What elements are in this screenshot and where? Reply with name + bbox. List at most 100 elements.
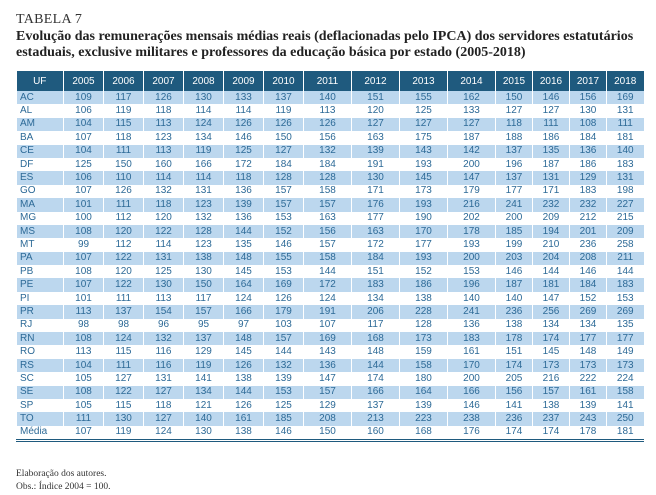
value-cell: 151 — [351, 91, 400, 105]
value-cell: 128 — [303, 171, 352, 185]
value-cell: 145 — [532, 345, 570, 359]
value-cell: 164 — [223, 278, 264, 292]
column-header: 2018 — [606, 71, 644, 91]
value-cell: 139 — [351, 144, 400, 158]
column-header: 2008 — [183, 71, 224, 91]
value-cell: 130 — [183, 425, 224, 443]
value-cell: 107 — [63, 131, 104, 145]
value-cell: 144 — [223, 385, 264, 399]
value-cell: 134 — [183, 385, 224, 399]
value-cell: 105 — [63, 398, 104, 413]
value-cell: 183 — [569, 184, 607, 199]
value-cell: 107 — [63, 251, 104, 266]
table-row: ES 106 110 114 114 118 128 128 130 145 147 137 131 12… — [16, 171, 644, 185]
value-cell: 115 — [103, 398, 144, 413]
value-cell: 193 — [399, 198, 448, 212]
value-cell: 211 — [606, 251, 644, 266]
value-cell: 200 — [447, 372, 496, 386]
value-cell: 184 — [569, 278, 607, 292]
value-cell: 180 — [399, 372, 448, 386]
value-cell: 142 — [447, 144, 496, 158]
value-cell: 131 — [143, 372, 184, 386]
value-cell: 147 — [532, 291, 570, 306]
value-cell: 130 — [103, 412, 144, 426]
value-cell: 137 — [183, 332, 224, 346]
value-cell: 156 — [303, 224, 352, 239]
value-cell: 120 — [103, 265, 144, 279]
value-cell: 232 — [569, 198, 607, 212]
value-cell: 101 — [63, 291, 104, 306]
column-header: 2010 — [263, 71, 304, 91]
value-cell: 178 — [447, 224, 496, 239]
state-cell: SC — [16, 372, 64, 386]
value-cell: 139 — [569, 398, 607, 413]
value-cell: 200 — [447, 157, 496, 172]
value-cell: 146 — [447, 398, 496, 413]
value-cell: 133 — [447, 104, 496, 118]
value-cell: 183 — [606, 278, 644, 292]
value-cell: 129 — [569, 171, 607, 185]
value-cell: 160 — [351, 425, 400, 443]
state-cell: RO — [16, 345, 64, 359]
value-cell: 115 — [103, 345, 144, 359]
value-cell: 157 — [303, 238, 352, 252]
value-cell: 193 — [447, 238, 496, 252]
value-cell: 98 — [63, 318, 104, 333]
value-cell: 111 — [103, 358, 144, 373]
value-cell: 120 — [103, 224, 144, 239]
value-cell: 205 — [495, 372, 533, 386]
value-cell: 201 — [569, 224, 607, 239]
value-cell: 166 — [223, 305, 264, 319]
value-cell: 172 — [223, 157, 264, 172]
state-cell: RN — [16, 332, 64, 346]
value-cell: 198 — [606, 184, 644, 199]
table-row: SP 105 115 118 121 126 125 129 137 139 146 141 138 13… — [16, 398, 644, 413]
value-cell: 153 — [447, 265, 496, 279]
value-cell: 194 — [532, 224, 570, 239]
value-cell: 136 — [223, 211, 264, 225]
value-cell: 125 — [399, 104, 448, 118]
value-cell: 107 — [303, 318, 352, 333]
value-cell: 171 — [351, 184, 400, 199]
value-cell: 125 — [143, 265, 184, 279]
value-cell: 122 — [143, 224, 184, 239]
obs-note: Obs.: Índice 2004 = 100. — [16, 482, 111, 492]
value-cell: 241 — [495, 198, 533, 212]
state-cell: Média — [16, 425, 64, 443]
value-cell: 157 — [263, 184, 304, 199]
value-cell: 136 — [223, 184, 264, 199]
value-cell: 187 — [447, 131, 496, 145]
value-cell: 141 — [606, 398, 644, 413]
value-cell: 177 — [399, 238, 448, 252]
value-cell: 122 — [103, 278, 144, 292]
value-cell: 130 — [183, 265, 224, 279]
value-cell: 104 — [63, 358, 104, 373]
value-cell: 188 — [495, 131, 533, 145]
value-cell: 193 — [399, 157, 448, 172]
value-cell: 143 — [303, 345, 352, 359]
value-cell: 107 — [63, 278, 104, 292]
value-cell: 150 — [263, 131, 304, 145]
value-cell: 122 — [103, 385, 144, 399]
value-cell: 173 — [399, 332, 448, 346]
value-cell: 137 — [351, 398, 400, 413]
state-cell: PE — [16, 278, 64, 292]
value-cell: 121 — [183, 398, 224, 413]
value-cell: 140 — [183, 412, 224, 426]
value-cell: 269 — [606, 305, 644, 319]
value-cell: 141 — [495, 398, 533, 413]
value-cell: 114 — [143, 238, 184, 252]
value-cell: 127 — [447, 117, 496, 132]
value-cell: 108 — [569, 117, 607, 132]
table-footer: Elaboração dos autores. Obs.: Índice 200… — [16, 468, 111, 494]
value-cell: 111 — [103, 291, 144, 306]
value-cell: 138 — [532, 398, 570, 413]
value-cell: 119 — [103, 104, 144, 118]
value-cell: 138 — [495, 318, 533, 333]
value-cell: 171 — [532, 184, 570, 199]
value-cell: 174 — [351, 372, 400, 386]
value-cell: 145 — [223, 345, 264, 359]
value-cell: 134 — [351, 291, 400, 306]
state-cell: PB — [16, 265, 64, 279]
value-cell: 134 — [569, 318, 607, 333]
